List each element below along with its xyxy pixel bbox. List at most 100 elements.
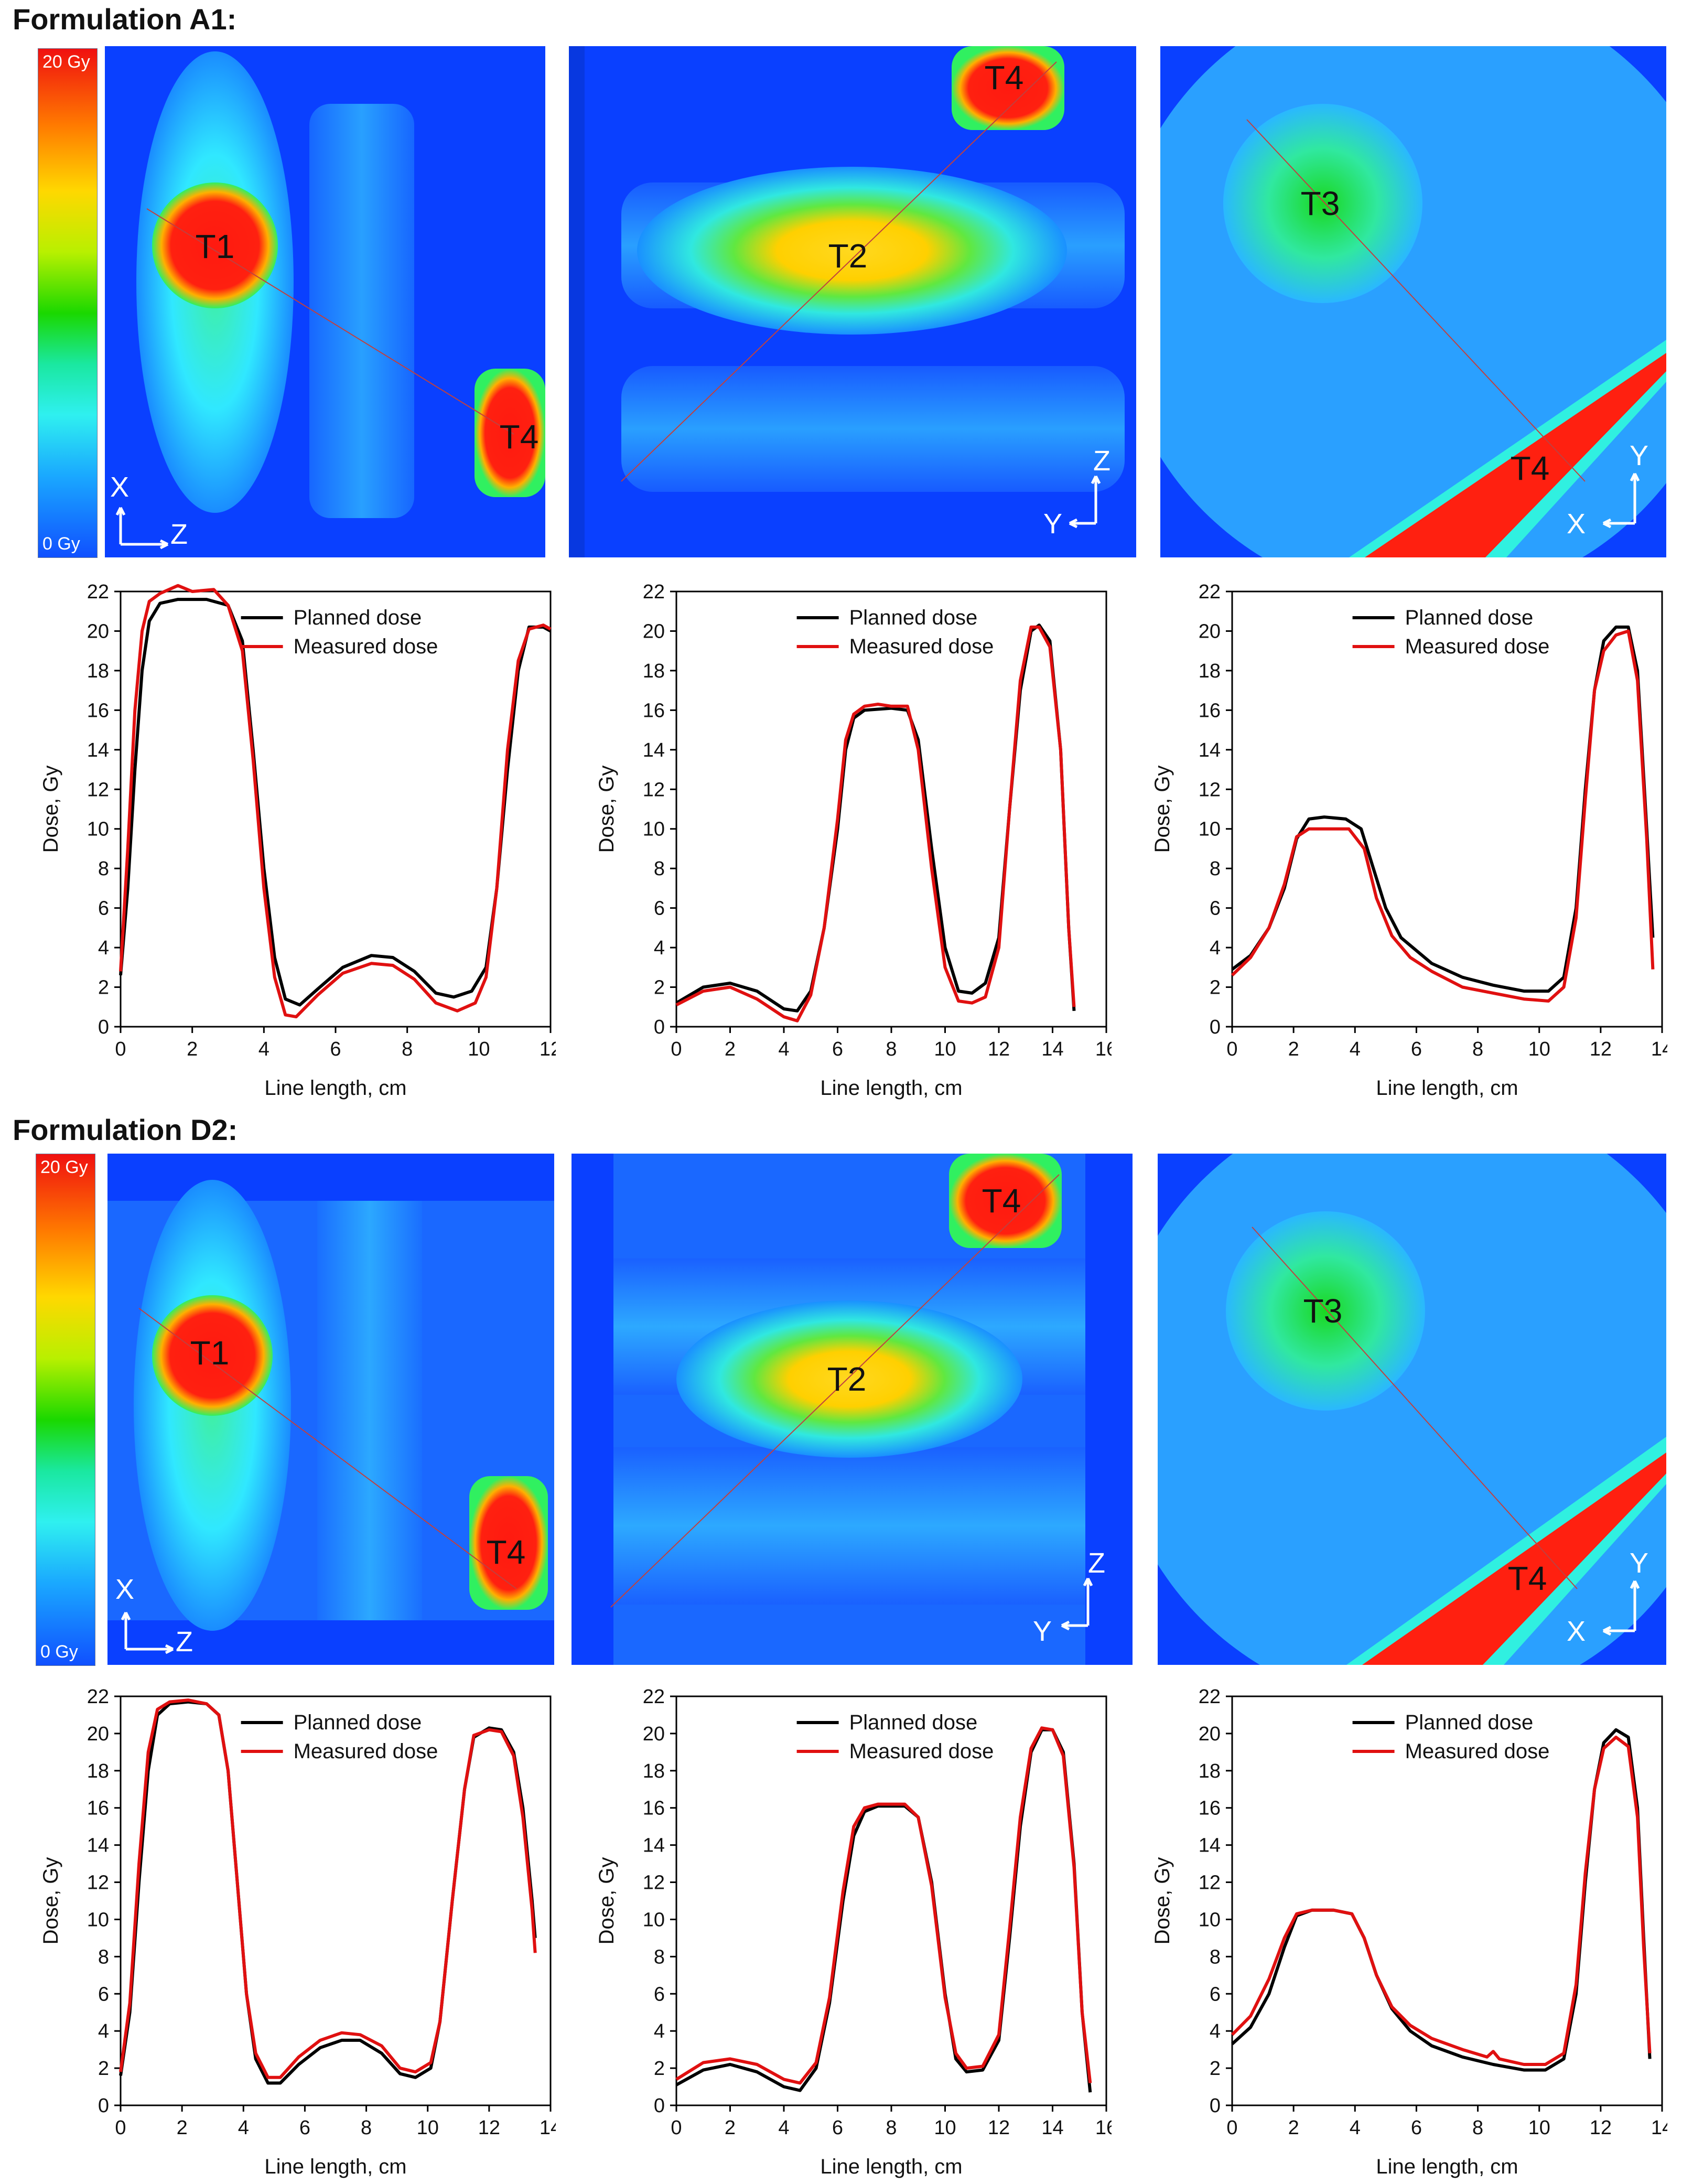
colorbar-max-label: 20 Gy: [40, 1157, 88, 1177]
axis-label-z: Z: [176, 1626, 193, 1658]
axis-arrows-icon: [115, 507, 169, 550]
dose-map-a1-p2: T2 T4 Z Y: [569, 46, 1136, 557]
plot-frame: [120, 1695, 552, 2106]
y-tick-label: 8: [98, 858, 109, 880]
x-tick-label: 2: [177, 2117, 188, 2139]
y-tick-label: 0: [654, 2095, 665, 2117]
plot-frame: [1231, 1695, 1663, 2106]
x-tick-label: 6: [299, 2117, 310, 2139]
y-tick-label: 2: [98, 2058, 109, 2080]
dose-map-d2-p2-graphic: [610, 1154, 1085, 1665]
y-tick-label: 10: [1199, 819, 1221, 841]
y-tick-label: 10: [87, 1909, 109, 1931]
legend-label: Planned dose: [1405, 606, 1534, 629]
y-tick-label: 0: [1210, 1016, 1221, 1038]
x-tick-label: 14: [1041, 2117, 1063, 2139]
y-tick-label: 20: [643, 620, 665, 642]
axis-arrows-icon: [121, 1611, 174, 1654]
x-axis-label: Line length, cm: [264, 1077, 406, 1100]
y-tick-label: 6: [98, 898, 109, 920]
dose-map-a1-p3: T3 T4 Y X: [1160, 46, 1666, 557]
y-tick-label: 12: [87, 779, 109, 801]
x-axis-label: Line length, cm: [264, 2155, 406, 2178]
legend-label: Planned dose: [1405, 1711, 1534, 1734]
x-axis-label: Line length, cm: [1376, 2155, 1518, 2178]
y-tick-label: 22: [643, 581, 665, 603]
y-tick-label: 14: [87, 1835, 109, 1857]
target-label-t4: T4: [1507, 1559, 1547, 1597]
y-tick-label: 16: [87, 700, 109, 722]
x-tick-label: 12: [1590, 2117, 1612, 2139]
y-tick-label: 22: [87, 581, 109, 603]
x-axis-label: Line length, cm: [1376, 1077, 1518, 1100]
legend-label: Planned dose: [849, 606, 978, 629]
y-axis-label: Dose, Gy: [1151, 766, 1174, 853]
x-tick-label: 12: [1590, 1038, 1612, 1060]
x-tick-label: 14: [1651, 1038, 1667, 1060]
x-tick-label: 0: [671, 2117, 682, 2139]
y-tick-label: 22: [1199, 1686, 1221, 1708]
target-label-t2: T2: [827, 1360, 867, 1398]
colorbar-min-label: 0 Gy: [40, 1642, 78, 1662]
measured-dose-line: [119, 1698, 537, 2079]
y-tick-label: 20: [87, 1723, 109, 1745]
y-tick-label: 10: [643, 1909, 665, 1931]
y-tick-label: 12: [643, 1872, 665, 1894]
legend-label: Measured dose: [849, 1740, 994, 1763]
x-tick-label: 8: [361, 2117, 372, 2139]
dose-profile-chart-a1-2: 0 2 4 6 8 10 12 14 16 0 2 4 6 8 10 12 14 16 18 20 22 Line len…: [595, 581, 1112, 1100]
measured-dose-line: [675, 625, 1076, 1023]
x-tick-label: 4: [778, 2117, 789, 2139]
legend-label: Measured dose: [294, 1740, 438, 1763]
x-tick-label: 0: [1226, 1038, 1237, 1060]
y-tick-label: 18: [1199, 660, 1221, 682]
x-tick-label: 8: [886, 2117, 897, 2139]
x-tick-label: 6: [832, 2117, 843, 2139]
y-tick-label: 8: [1210, 858, 1221, 880]
y-tick-label: 16: [643, 1798, 665, 1820]
y-tick-label: 14: [1199, 739, 1221, 761]
y-tick-label: 4: [98, 937, 109, 959]
x-tick-label: 6: [832, 1038, 843, 1060]
y-tick-label: 2: [98, 977, 109, 999]
x-tick-label: 2: [725, 1038, 736, 1060]
dose-map-a1-p3-graphic: [1160, 46, 1666, 557]
legend-label: Planned dose: [294, 1711, 422, 1734]
x-tick-label: 6: [1411, 1038, 1422, 1060]
legend-label: Measured dose: [294, 635, 438, 658]
x-tick-label: 6: [1411, 2117, 1422, 2139]
y-axis-label: Dose, Gy: [595, 1857, 618, 1945]
x-tick-label: 12: [988, 1038, 1010, 1060]
dose-profile-chart-a1-1: 0 2 4 6 8 10 12 0 2 4 6 8 10 12 14 16 18 20 22 Line length,…: [39, 581, 556, 1100]
x-tick-label: 0: [115, 1038, 126, 1060]
x-tick-label: 16: [1095, 2117, 1112, 2139]
y-tick-label: 18: [643, 1760, 665, 1782]
x-tick-label: 2: [187, 1038, 198, 1060]
y-tick-label: 4: [654, 2020, 665, 2042]
target-label-t3: T3: [1300, 185, 1340, 222]
axis-label-x: X: [1567, 1616, 1586, 1647]
y-axis-label: Dose, Gy: [1151, 1857, 1174, 1945]
y-tick-label: 2: [654, 977, 665, 999]
y-tick-label: 2: [1210, 2058, 1221, 2080]
axis-label-x: X: [110, 471, 130, 503]
y-tick-label: 20: [1199, 620, 1221, 642]
legend-label: Planned dose: [294, 606, 422, 629]
y-tick-label: 22: [643, 1686, 665, 1708]
y-tick-label: 14: [643, 739, 665, 761]
plot-frame: [675, 590, 1107, 1028]
axis-label-x: X: [115, 1574, 135, 1605]
plot-frame: [120, 590, 552, 1028]
planned-dose-line: [1231, 625, 1655, 993]
y-tick-label: 14: [1199, 1835, 1221, 1857]
x-tick-label: 8: [402, 1038, 413, 1060]
axis-label-y: Y: [1630, 440, 1649, 471]
y-tick-label: 12: [1199, 779, 1221, 801]
x-tick-label: 10: [934, 2117, 956, 2139]
y-tick-label: 20: [1199, 1723, 1221, 1745]
y-tick-label: 8: [1210, 1946, 1221, 1968]
x-tick-label: 0: [115, 2117, 126, 2139]
axis-label-z: Z: [1088, 1547, 1105, 1579]
plot-frame: [1231, 590, 1663, 1028]
planned-dose-line: [675, 623, 1076, 1013]
